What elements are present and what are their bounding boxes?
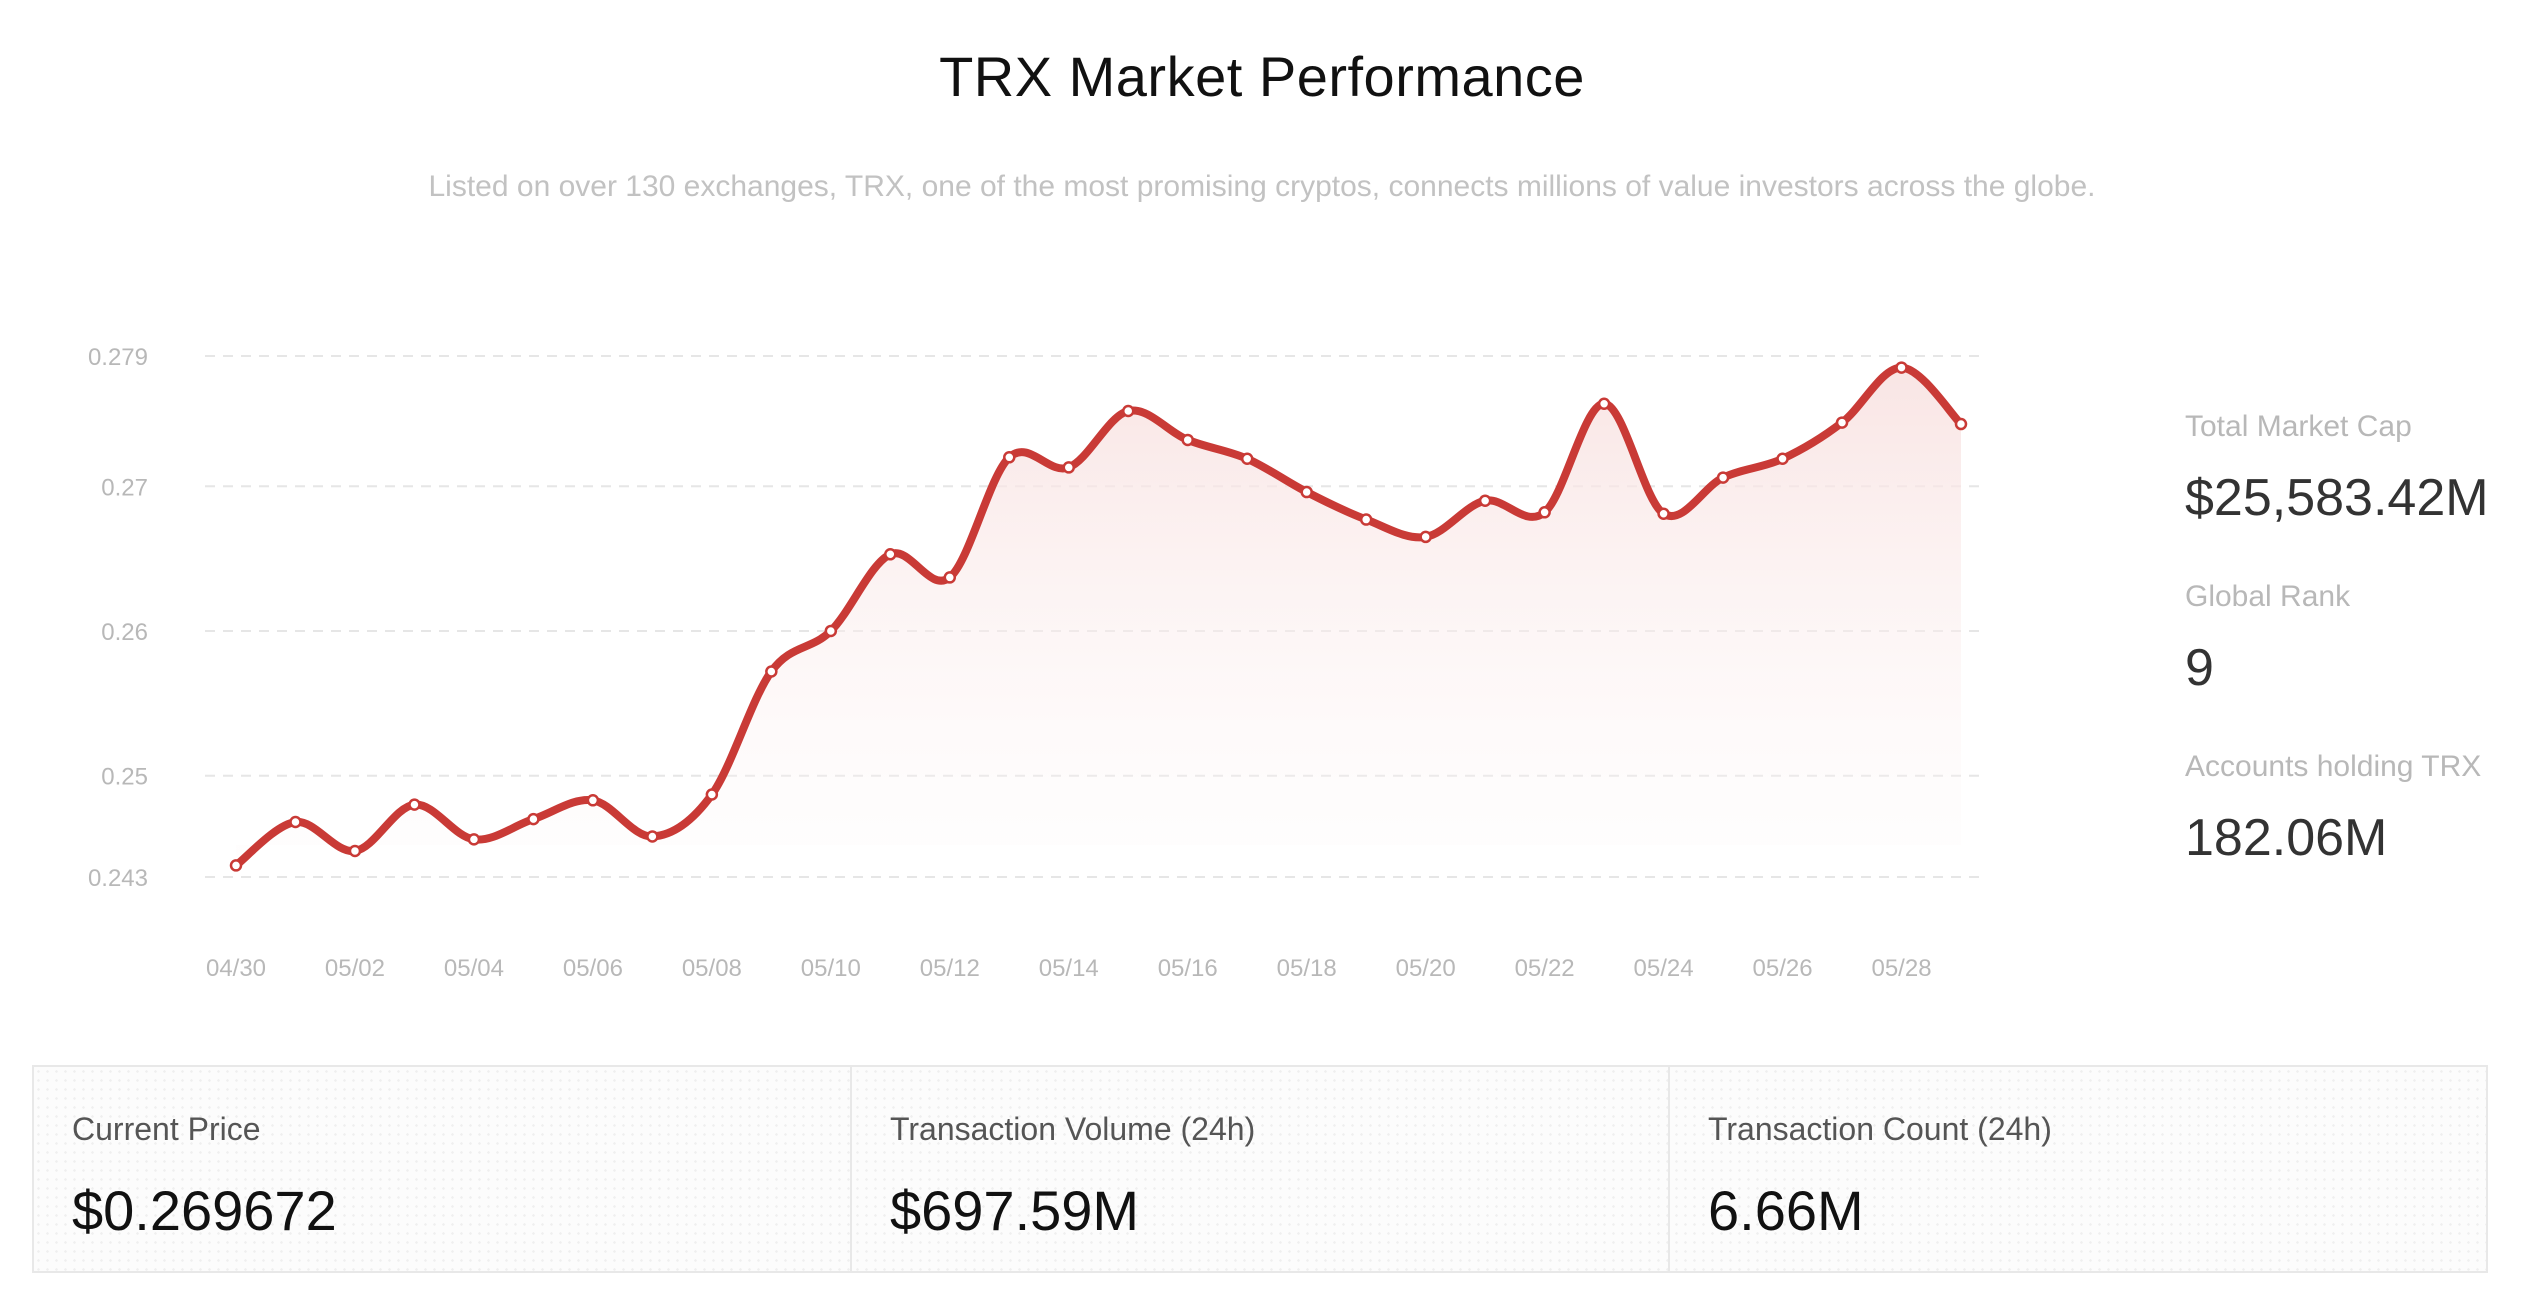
- x-tick-label: 04/30: [206, 955, 266, 982]
- data-point-05-19[interactable]: [1359, 513, 1373, 526]
- data-point-05-05[interactable]: [527, 812, 540, 826]
- page-title: TRX Market Performance: [939, 45, 1585, 108]
- y-tick-label: 0.26: [101, 619, 148, 646]
- data-point-05-27[interactable]: [1835, 416, 1849, 429]
- data-point-05-08[interactable]: [705, 788, 719, 801]
- data-point-05-20[interactable]: [1419, 530, 1432, 544]
- data-point-05-22[interactable]: [1538, 506, 1551, 519]
- page-subtitle: Listed on over 130 exchanges, TRX, one o…: [428, 170, 2096, 203]
- x-tick-label: 05/16: [1158, 955, 1218, 982]
- data-point-05-23[interactable]: [1597, 397, 1611, 411]
- x-tick-label: 05/26: [1753, 955, 1813, 982]
- stat-value: 9: [2185, 639, 2214, 697]
- x-axis: 04/30 05/02 05/04 05/06 05/08 05/10 05/12 05/14…: [206, 955, 1932, 982]
- stat-global-rank: Global Rank 9: [2185, 580, 2515, 750]
- data-point-05-29[interactable]: [1954, 417, 1968, 431]
- x-tick-label: 05/18: [1277, 955, 1337, 982]
- y-tick-label: 0.279: [88, 344, 148, 371]
- metrics-cards: Current Price $0.269672 Transaction Volu…: [32, 1065, 2488, 1273]
- card-value: $697.59M: [890, 1179, 1140, 1242]
- stat-accounts: Accounts holding TRX 182.06M: [2185, 750, 2515, 920]
- y-tick-label: 0.27: [101, 474, 148, 501]
- x-tick-label: 05/14: [1039, 955, 1099, 982]
- data-point-05-01[interactable]: [289, 815, 302, 829]
- stat-label: Total Market Cap: [2185, 410, 2412, 443]
- card-label: Transaction Count (24h): [1708, 1111, 2052, 1147]
- stat-label: Global Rank: [2185, 580, 2351, 613]
- market-stats: Total Market Cap $25,583.42M Global Rank…: [2185, 410, 2515, 920]
- x-tick-label: 05/12: [920, 955, 980, 982]
- x-tick-label: 05/24: [1634, 955, 1694, 982]
- x-tick-label: 05/22: [1515, 955, 1575, 982]
- y-axis: 0.279 0.27 0.26 0.25 0.243: [88, 344, 148, 892]
- card-value: 6.66M: [1708, 1179, 1864, 1242]
- data-point-05-17[interactable]: [1240, 452, 1254, 466]
- card-current-price: Current Price $0.269672: [34, 1067, 852, 1271]
- data-point-05-14[interactable]: [1062, 461, 1076, 474]
- x-tick-label: 05/28: [1871, 955, 1931, 982]
- card-value: $0.269672: [72, 1179, 337, 1242]
- data-point-05-25[interactable]: [1716, 471, 1730, 484]
- x-tick-label: 05/08: [682, 955, 742, 982]
- x-tick-label: 05/04: [444, 955, 504, 982]
- y-tick-label: 0.243: [88, 865, 148, 892]
- card-label: Transaction Volume (24h): [890, 1111, 1256, 1147]
- data-point-05-11[interactable]: [884, 548, 897, 561]
- stat-value: $25,583.42M: [2185, 469, 2489, 527]
- stat-label: Accounts holding TRX: [2185, 750, 2482, 783]
- data-point-05-28[interactable]: [1895, 361, 1908, 374]
- x-tick-label: 05/20: [1396, 955, 1456, 982]
- data-point-04-30[interactable]: [229, 859, 243, 872]
- data-point-05-15[interactable]: [1121, 404, 1135, 418]
- data-point-05-03[interactable]: [408, 798, 421, 811]
- data-point-05-06[interactable]: [586, 794, 600, 807]
- data-point-05-26[interactable]: [1776, 452, 1789, 466]
- card-transaction-count: Transaction Count (24h) 6.66M: [1670, 1067, 2486, 1271]
- data-point-05-10[interactable]: [824, 624, 838, 638]
- data-point-05-09[interactable]: [765, 665, 778, 678]
- x-tick-label: 05/02: [325, 955, 385, 982]
- data-point-05-18[interactable]: [1300, 485, 1313, 499]
- data-point-05-13[interactable]: [1003, 451, 1016, 464]
- price-points: [229, 361, 1968, 872]
- data-point-05-16[interactable]: [1181, 433, 1194, 447]
- price-area: [236, 367, 1961, 866]
- y-tick-label: 0.25: [101, 764, 148, 791]
- data-point-05-04[interactable]: [467, 833, 481, 846]
- data-point-05-24[interactable]: [1657, 507, 1670, 520]
- x-tick-label: 05/06: [563, 955, 623, 982]
- data-point-05-02[interactable]: [348, 844, 362, 858]
- data-point-05-21[interactable]: [1478, 494, 1492, 507]
- stat-market-cap: Total Market Cap $25,583.42M: [2185, 410, 2515, 580]
- card-label: Current Price: [72, 1111, 261, 1147]
- x-tick-label: 05/10: [801, 955, 861, 982]
- card-transaction-volume: Transaction Volume (24h) $697.59M: [852, 1067, 1670, 1271]
- data-point-05-07[interactable]: [646, 830, 659, 843]
- data-point-05-12[interactable]: [943, 571, 957, 584]
- stat-value: 182.06M: [2185, 809, 2388, 867]
